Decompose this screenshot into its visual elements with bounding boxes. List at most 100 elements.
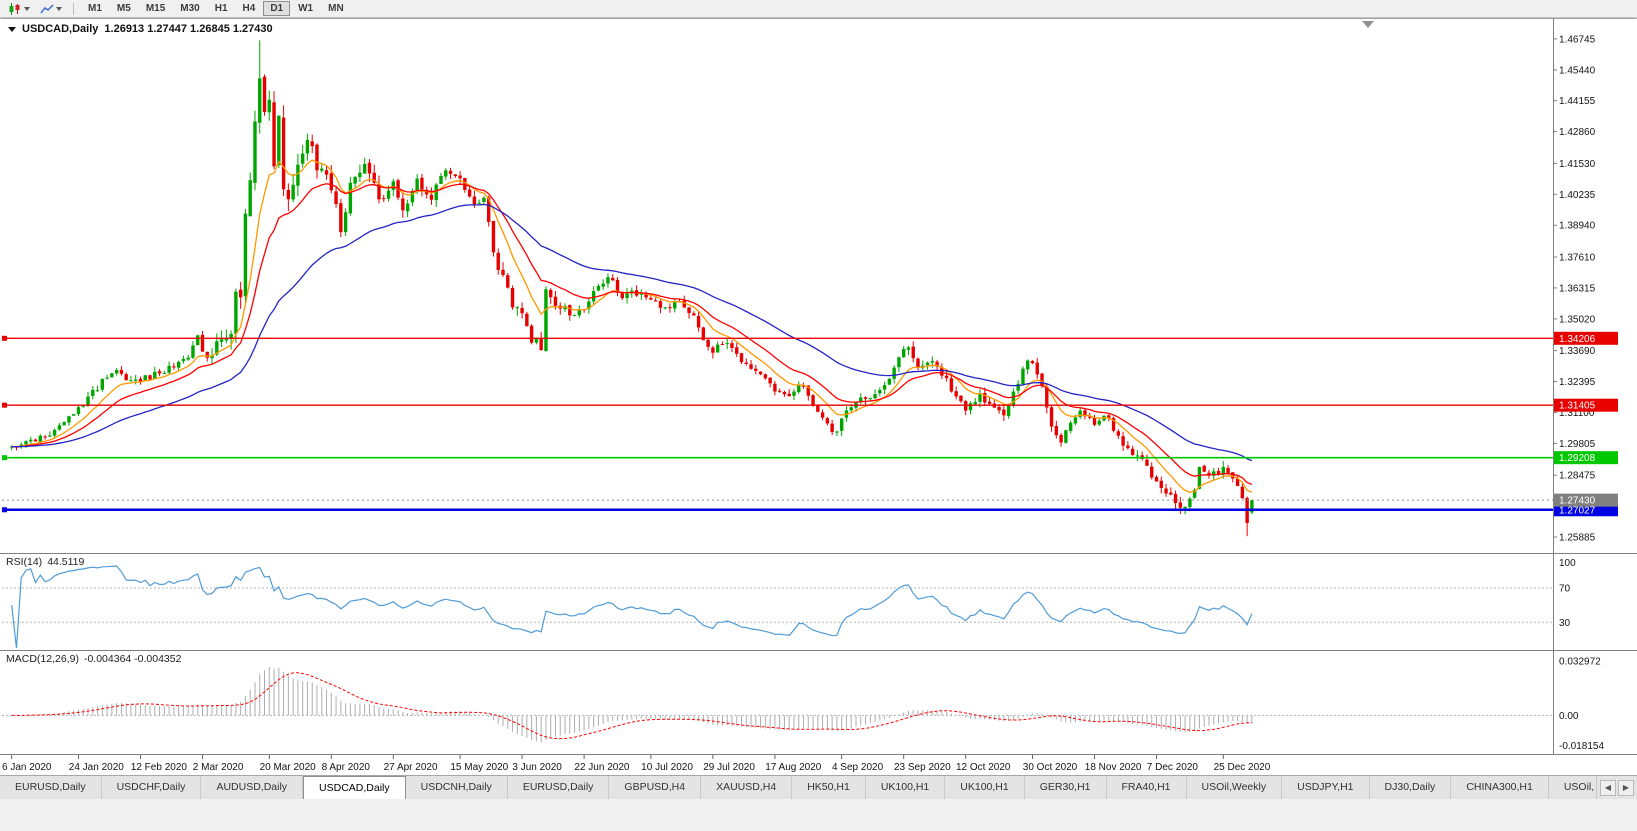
chart-zoom-button[interactable] xyxy=(36,1,66,17)
chart-tab-eurusd-daily[interactable]: EURUSD,Daily xyxy=(507,776,610,799)
tabs-scroll-left-button[interactable]: ◀ xyxy=(1600,779,1616,796)
candle xyxy=(816,405,820,412)
line-anchor-handle[interactable] xyxy=(2,507,7,513)
candle xyxy=(1164,488,1168,494)
svg-text:18 Nov 2020: 18 Nov 2020 xyxy=(1085,762,1142,773)
candle xyxy=(210,355,214,359)
macd-name: MACD(12,26,9) xyxy=(6,653,79,665)
svg-text:1.29805: 1.29805 xyxy=(1559,439,1596,450)
candle xyxy=(496,252,500,270)
candle xyxy=(768,377,772,384)
candle xyxy=(749,364,753,369)
candle xyxy=(1231,472,1235,479)
chart-tab-audusd-daily[interactable]: AUDUSD,Daily xyxy=(201,776,304,799)
toolbar-separator xyxy=(73,2,74,15)
candle xyxy=(720,344,725,346)
candle xyxy=(1250,500,1254,513)
line-anchor-handle[interactable] xyxy=(2,455,7,461)
timeframe-button-h1[interactable]: H1 xyxy=(208,1,235,16)
candle xyxy=(114,370,119,374)
candle xyxy=(243,213,248,297)
chart-tab-xauusd-h4[interactable]: XAUUSD,H4 xyxy=(701,776,793,799)
chart-tab-usdjpy-h1[interactable]: USDJPY,H1 xyxy=(1282,776,1370,799)
candle xyxy=(553,296,558,306)
chart-tab-ger30-h1[interactable]: GER30,H1 xyxy=(1024,776,1107,799)
candle xyxy=(792,391,796,396)
candle xyxy=(1035,362,1039,375)
caret-down-icon xyxy=(24,6,30,11)
chart-tab-gbpusd-h4[interactable]: GBPUSD,H4 xyxy=(609,776,702,799)
timeframe-button-d1[interactable]: D1 xyxy=(263,1,291,16)
candle xyxy=(1078,410,1082,417)
candle xyxy=(372,172,376,183)
chart-tab-china300-h1[interactable]: CHINA300,H1 xyxy=(1451,776,1549,799)
candle xyxy=(849,407,853,411)
candle xyxy=(434,184,438,201)
candle xyxy=(215,341,219,355)
candle xyxy=(477,202,481,204)
candle xyxy=(649,297,653,300)
candle xyxy=(825,418,830,424)
candle xyxy=(1240,486,1245,499)
chart-tab-dj30-daily[interactable]: DJ30,Daily xyxy=(1369,776,1452,799)
candle xyxy=(615,279,620,293)
chart-tab-uk100-h1[interactable]: UK100,H1 xyxy=(945,776,1025,799)
candle xyxy=(191,345,195,358)
chart-tab-hk50-h1[interactable]: HK50,H1 xyxy=(792,776,866,799)
timeframe-button-m5[interactable]: M5 xyxy=(110,1,138,16)
candle xyxy=(415,178,419,191)
candle xyxy=(362,163,367,174)
chart-tab-usdcad-daily[interactable]: USDCAD,Daily xyxy=(303,776,406,799)
timeframe-button-h4[interactable]: H4 xyxy=(236,1,263,16)
candle xyxy=(682,300,686,308)
svg-text:23 Sep 2020: 23 Sep 2020 xyxy=(894,762,951,773)
candle xyxy=(1059,434,1063,443)
candle xyxy=(944,375,949,379)
candle xyxy=(978,393,982,402)
line-anchor-handle[interactable] xyxy=(2,335,7,341)
chart-tab-usdchf-daily[interactable]: USDCHF,Daily xyxy=(101,776,202,799)
candle xyxy=(1045,386,1049,408)
svg-text:24 Jan 2020: 24 Jan 2020 xyxy=(69,762,124,773)
candle xyxy=(377,184,381,200)
chart-tab-usdcnh-daily[interactable]: USDCNH,Daily xyxy=(405,776,508,799)
chart-shift-marker[interactable] xyxy=(1362,21,1374,28)
candle xyxy=(129,380,133,382)
candle xyxy=(367,162,372,174)
candle xyxy=(67,416,71,423)
candle xyxy=(234,291,238,334)
candle xyxy=(1049,407,1054,427)
expand-caret-icon[interactable] xyxy=(8,26,16,32)
chart-tab-uk100-h1[interactable]: UK100,H1 xyxy=(865,776,946,799)
line-anchor-handle[interactable] xyxy=(2,402,7,408)
svg-text:12 Feb 2020: 12 Feb 2020 xyxy=(131,762,188,773)
candle xyxy=(901,349,906,358)
svg-text:7 Dec 2020: 7 Dec 2020 xyxy=(1147,762,1199,773)
svg-text:1.27027: 1.27027 xyxy=(1559,505,1596,516)
chart-tab-eurusd-daily[interactable]: EURUSD,Daily xyxy=(0,776,102,799)
candle xyxy=(181,358,186,362)
candle xyxy=(658,301,663,308)
macd-signal-line xyxy=(11,672,1252,740)
svg-text:20 Mar 2020: 20 Mar 2020 xyxy=(260,762,317,773)
price-chart[interactable]: 1.46745 1.45440 1.44155 1.42860 1.41530 1.402… xyxy=(0,18,1637,775)
candle xyxy=(267,99,271,113)
candle xyxy=(801,385,806,387)
timeframe-button-mn[interactable]: MN xyxy=(321,1,351,16)
timeframe-button-m1[interactable]: M1 xyxy=(81,1,109,16)
chart-tab-fra40-h1[interactable]: FRA40,H1 xyxy=(1106,776,1187,799)
candle xyxy=(291,184,295,200)
candle xyxy=(1073,417,1078,424)
tabs-scroll-right-button[interactable]: ▶ xyxy=(1618,779,1634,796)
horizontal-line-objects xyxy=(2,335,1553,513)
timeframe-button-w1[interactable]: W1 xyxy=(291,1,320,16)
candle xyxy=(692,313,696,316)
chart-tab-usoil-weekly[interactable]: USOil,Weekly xyxy=(1186,776,1283,799)
timeframe-button-m30[interactable]: M30 xyxy=(173,1,206,16)
timeframe-button-m15[interactable]: M15 xyxy=(139,1,172,16)
timeframe-toolbar: M1 M5 M15 M30 H1 H4 D1 W1 MN xyxy=(0,0,1637,18)
candle xyxy=(348,182,353,214)
candle xyxy=(272,102,276,167)
chart-style-button[interactable] xyxy=(4,1,34,17)
candle xyxy=(229,333,233,339)
